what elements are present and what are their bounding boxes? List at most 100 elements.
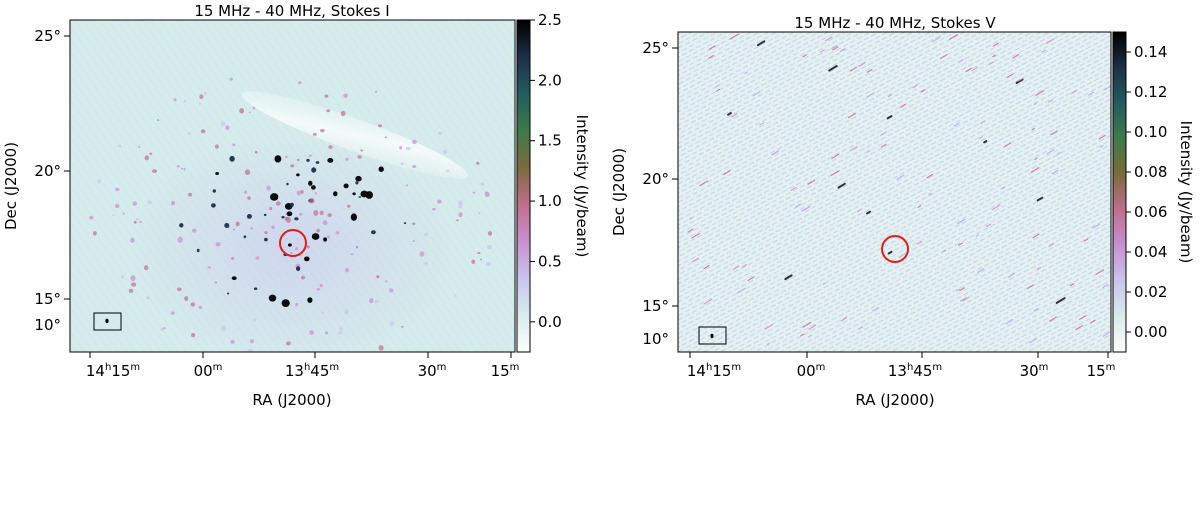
radio-source (1001, 186, 1005, 190)
radio-source (298, 81, 302, 85)
x-tick-label: 30m (1020, 362, 1049, 380)
radio-source (250, 339, 254, 344)
radio-source (220, 121, 226, 127)
radio-source (333, 191, 338, 197)
radio-source (942, 249, 947, 253)
radio-source (837, 182, 846, 189)
radio-source (313, 210, 319, 216)
x-axis-label-stokes-v: RA (J2000) (855, 391, 934, 409)
radio-source (1007, 272, 1016, 278)
radio-source (912, 84, 918, 89)
radio-source (691, 257, 699, 263)
radio-source (1034, 157, 1038, 160)
radio-source (311, 233, 320, 240)
radio-source (442, 149, 448, 155)
radio-source (93, 231, 97, 236)
radio-source (133, 220, 137, 224)
radio-source (297, 158, 300, 162)
radio-source (130, 237, 135, 243)
radio-source (328, 145, 333, 149)
radio-source (822, 282, 826, 285)
radio-source (412, 165, 417, 168)
radio-source (163, 327, 166, 330)
x-tick-label: 15m (1087, 362, 1116, 380)
radio-source (729, 33, 739, 40)
x-axis-label-stokes-i: RA (J2000) (252, 391, 331, 409)
radio-source (931, 36, 941, 43)
radio-source (343, 93, 348, 99)
radio-source (296, 190, 301, 196)
chart-title-stokes-i: 15 MHz - 40 MHz, Stokes I (194, 2, 389, 20)
radio-source (244, 169, 251, 175)
radio-source (225, 125, 230, 130)
radio-source (250, 227, 254, 230)
radio-source (264, 237, 268, 242)
radio-source (207, 266, 211, 269)
radio-source (988, 61, 994, 65)
radio-source (1035, 90, 1045, 96)
x-tick-label: 15m (491, 362, 520, 380)
radio-source (89, 215, 94, 220)
radio-source (184, 296, 189, 301)
radio-source (326, 109, 331, 113)
radio-source (199, 102, 201, 106)
radio-source (1048, 243, 1055, 247)
radio-source (369, 298, 374, 304)
radio-source (732, 265, 740, 271)
radio-source (289, 202, 294, 207)
panel-stokes-v: 15 MHz - 40 MHz, Stokes V 25° 20° 15° 10… (610, 14, 1195, 409)
radio-source (978, 136, 983, 139)
radio-source (138, 146, 141, 148)
radio-source (157, 119, 160, 121)
radio-source (345, 157, 349, 161)
radio-source (800, 333, 805, 337)
radio-source (229, 77, 233, 81)
radio-source (232, 229, 235, 231)
radio-source (454, 294, 457, 297)
radio-source (227, 292, 230, 295)
radio-source (808, 334, 812, 338)
radio-source (357, 155, 362, 159)
radio-source (309, 330, 314, 335)
colorbar-label-stokes-v: Intensity (Jy/beam) (1177, 121, 1195, 264)
radio-source (355, 181, 359, 185)
radio-source (1070, 89, 1078, 95)
colorbar-tick-label: 0.0 (538, 313, 562, 331)
radio-source (324, 94, 329, 98)
radio-source (832, 46, 839, 51)
radio-source (759, 122, 765, 126)
colorbar-tick-label: 2.0 (538, 71, 562, 89)
radio-source (980, 120, 986, 125)
radio-source (742, 264, 747, 268)
radio-source (244, 190, 248, 194)
radio-source (214, 144, 219, 149)
radio-source (308, 154, 312, 157)
radio-source (438, 131, 442, 135)
radio-source (887, 250, 893, 255)
plot-frame-stokes-i (69, 19, 516, 353)
radio-source (1033, 307, 1039, 312)
radio-source (290, 252, 293, 254)
radio-source (304, 256, 310, 262)
radio-source (1078, 315, 1087, 320)
radio-source (965, 67, 973, 73)
radio-source (281, 299, 290, 307)
radio-source (399, 145, 403, 150)
radio-source (352, 192, 356, 196)
radio-source (355, 245, 358, 249)
beam-box-stokes-i (93, 312, 122, 331)
radio-source (703, 298, 713, 305)
radio-source (858, 62, 866, 67)
radio-source (385, 280, 388, 283)
radio-source (899, 252, 907, 258)
radio-source (432, 207, 436, 211)
radio-source (691, 232, 701, 239)
colorbar-tick-label: 0.04 (1134, 243, 1167, 261)
radio-source (360, 149, 364, 152)
radio-source (311, 167, 317, 173)
radio-source (384, 136, 388, 139)
radio-source (112, 214, 115, 217)
colorbar-tick-label: 2.5 (538, 11, 562, 29)
radio-source (344, 309, 349, 315)
radio-source (730, 113, 738, 118)
